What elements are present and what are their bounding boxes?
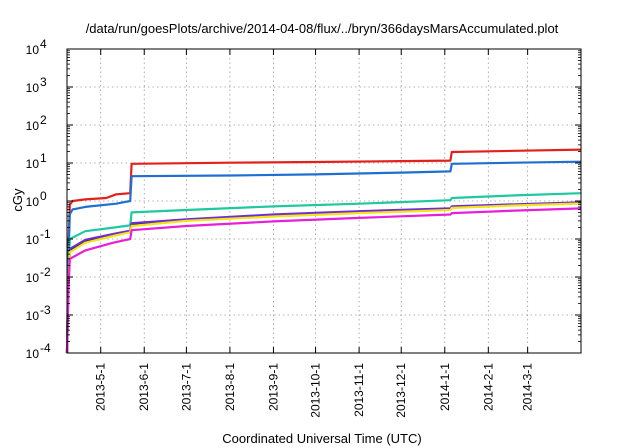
x-tick-label: 2014-2-1 [481, 363, 495, 411]
x-tick-label: 2013-12-1 [394, 363, 408, 418]
chart-title: /data/run/goesPlots/archive/2014-04-08/f… [86, 21, 559, 36]
x-tick-label: 2013-7-1 [179, 363, 193, 411]
y-axis-label: cGy [10, 188, 25, 212]
y-tick-label: 10 [26, 347, 40, 361]
y-tick-label: 10 [26, 195, 40, 209]
y-tick-label: 10 [26, 119, 40, 133]
y-tick-label: 10 [26, 233, 40, 247]
y-tick-label: 10 [26, 43, 40, 57]
y-tick-exponent: -1 [40, 227, 51, 241]
grid-lines [67, 49, 581, 353]
series-line-5 [65, 201, 582, 354]
y-tick-label: 10 [26, 309, 40, 323]
y-tick-exponent: -2 [40, 265, 51, 279]
x-tick-label: 2013-5-1 [94, 363, 108, 411]
y-tick-exponent: 0 [40, 189, 47, 203]
series-line-7 [65, 207, 582, 354]
y-tick-exponent: -4 [40, 341, 51, 355]
y-tick-exponent: -3 [40, 303, 51, 317]
series-line-2 [65, 160, 582, 354]
x-tick-label: 2013-10-1 [309, 363, 323, 418]
y-tick-label: 10 [26, 271, 40, 285]
y-tick-exponent: 4 [40, 37, 47, 51]
x-tick-label: 2014-1-1 [438, 363, 452, 411]
x-tick-label: 2014-3-1 [521, 363, 535, 411]
y-tick-label: 10 [26, 81, 40, 95]
series-line-6 [65, 202, 582, 354]
x-axis-label: Coordinated Universal Time (UTC) [222, 431, 421, 446]
y-tick-exponent: 3 [40, 75, 47, 89]
series-layer [65, 148, 582, 354]
x-tick-label: 2013-9-1 [266, 363, 280, 411]
y-tick-exponent: 1 [40, 151, 47, 165]
series-line-3 [65, 192, 582, 354]
y-tick-exponent: 2 [40, 113, 47, 127]
x-tick-label: 2013-11-1 [352, 363, 366, 417]
x-tick-label: 2013-8-1 [223, 363, 237, 411]
x-tick-label: 2013-6-1 [137, 363, 151, 411]
y-tick-label: 10 [26, 157, 40, 171]
